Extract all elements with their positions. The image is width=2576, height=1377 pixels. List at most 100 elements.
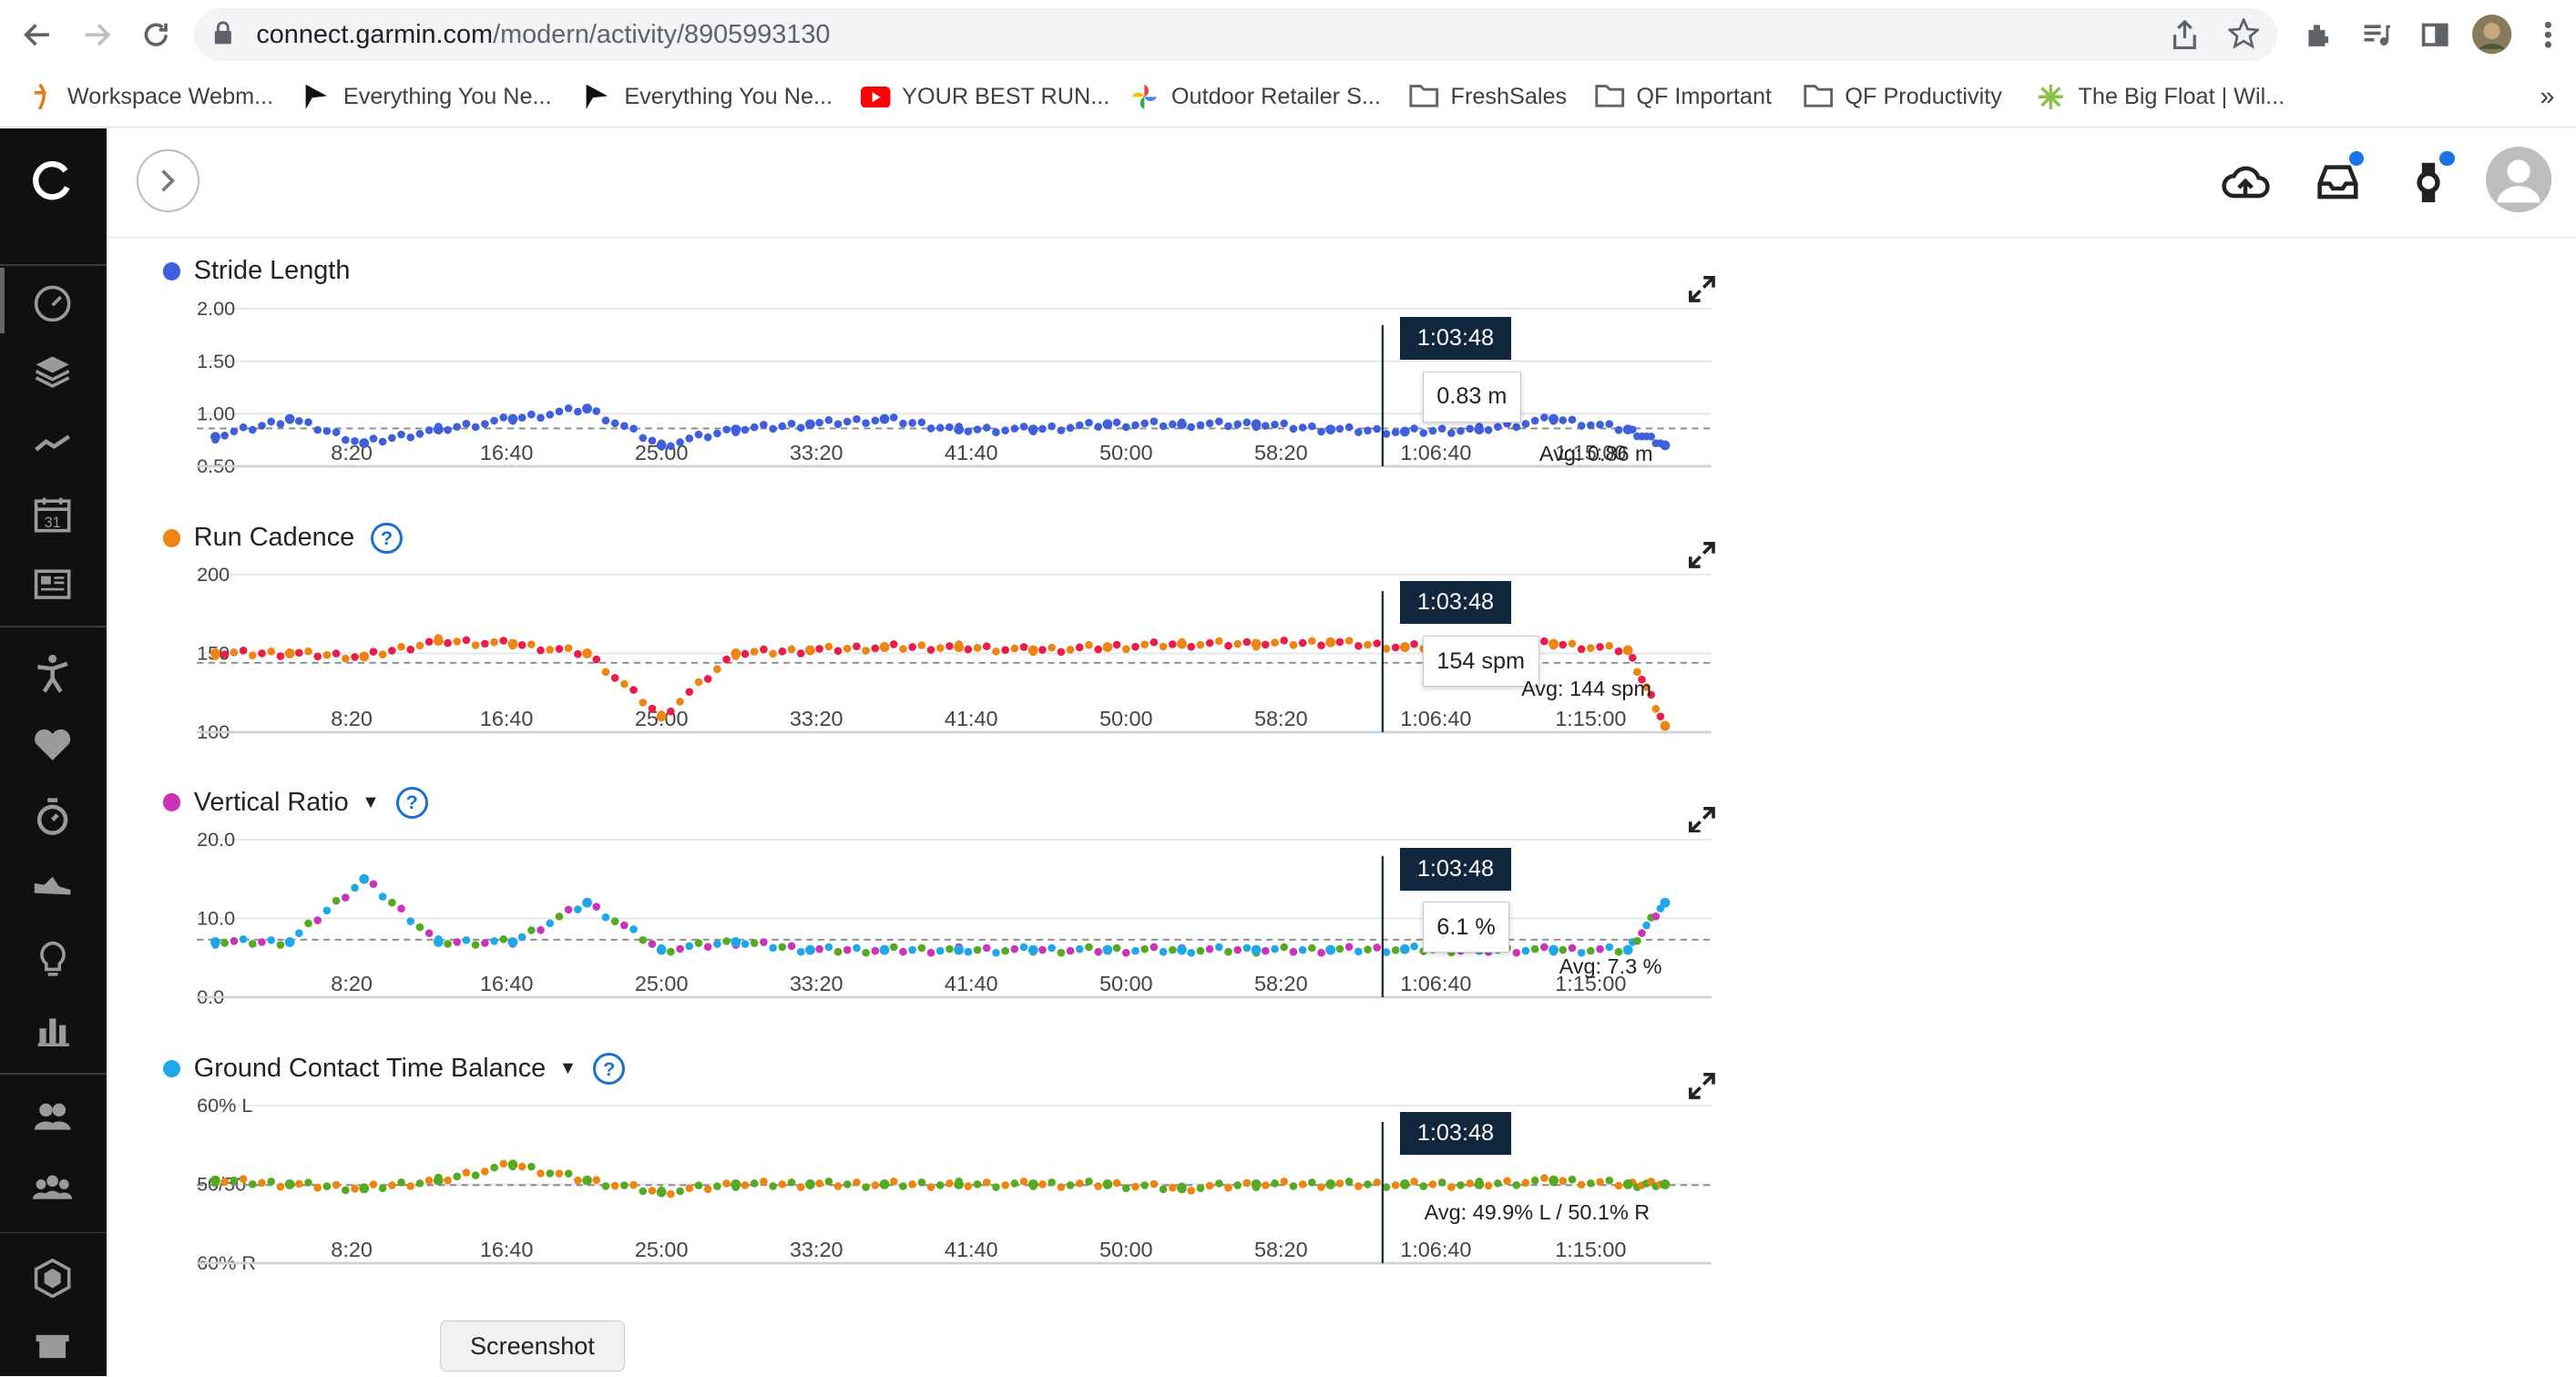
inbox-icon[interactable] <box>2310 150 2366 210</box>
trace-point <box>425 638 434 647</box>
series-dot-icon <box>162 529 181 547</box>
watch-icon[interactable] <box>2400 150 2456 210</box>
trace-point <box>1233 420 1242 429</box>
star-icon[interactable] <box>2225 16 2261 56</box>
dropdown-caret-icon[interactable]: ▼ <box>362 791 380 812</box>
trace-point <box>992 948 1001 957</box>
bookmark-item[interactable]: Outdoor Retailer S... <box>1130 79 1381 116</box>
trace-point <box>1233 945 1242 954</box>
more-bookmarks-button[interactable]: » <box>2540 81 2555 111</box>
stopwatch-icon[interactable] <box>28 791 77 841</box>
garmin-logo-icon[interactable] <box>28 156 77 205</box>
expand-icon[interactable] <box>1689 275 1715 302</box>
trace-point <box>276 940 285 949</box>
trace-point <box>1224 422 1233 431</box>
screenshot-button[interactable]: Screenshot <box>440 1321 625 1372</box>
bookmark-item[interactable]: The Big Float | Wil... <box>2037 79 2285 116</box>
group-icon[interactable] <box>28 1092 77 1141</box>
bookmarks-bar: Workspace Webm... Everything You Ne... E… <box>0 68 2576 128</box>
trace-point <box>276 652 285 661</box>
shoe-icon[interactable] <box>28 862 77 912</box>
trace-point <box>1262 1181 1270 1189</box>
layers-icon[interactable] <box>28 347 77 396</box>
trace-point <box>797 649 805 658</box>
trace-point <box>546 411 555 419</box>
trace-point <box>704 1185 712 1194</box>
dashboard-icon[interactable] <box>28 278 77 327</box>
trace-point <box>908 643 917 652</box>
side-panel-icon[interactable] <box>2413 13 2456 56</box>
help-icon[interactable]: ? <box>395 786 428 819</box>
data-point <box>879 944 890 955</box>
trace-point <box>1521 946 1530 955</box>
data-point <box>359 873 370 884</box>
trace-point <box>1038 945 1048 954</box>
trace-point <box>462 636 471 645</box>
data-point <box>805 645 816 656</box>
community-icon[interactable] <box>28 1163 77 1212</box>
heart-icon[interactable] <box>28 719 77 769</box>
trace-point <box>1335 638 1344 647</box>
trace-point <box>1364 1180 1373 1188</box>
trace-point <box>537 413 546 423</box>
trace-point <box>834 420 843 429</box>
trace-point <box>240 1175 248 1183</box>
data-point <box>1028 424 1038 435</box>
expand-icon[interactable] <box>1689 806 1715 833</box>
bookmark-folder[interactable]: QF Important <box>1595 79 1772 116</box>
expand-sidebar-button[interactable] <box>136 149 199 213</box>
trace-point <box>1503 1177 1512 1185</box>
bookmark-item[interactable]: YOUR BEST RUN... <box>861 79 1109 116</box>
activity-run-icon[interactable] <box>28 648 77 698</box>
x-tick-label: 16:40 <box>480 1238 534 1261</box>
back-icon[interactable] <box>16 13 59 56</box>
media-icon[interactable] <box>2355 13 2397 56</box>
share-icon[interactable] <box>2172 19 2198 56</box>
reload-icon[interactable] <box>135 13 178 56</box>
ground-contact-time-balance-chart[interactable]: 60% L50/5060% R8:2016:4025:0033:2041:405… <box>156 1079 1724 1276</box>
run-cadence-chart[interactable]: 2001501008:2016:4025:0033:2041:4050:0058… <box>156 548 1724 745</box>
trace-point <box>1048 944 1057 953</box>
trace-point <box>620 680 629 688</box>
expand-icon[interactable] <box>1689 1072 1715 1099</box>
trace-point <box>342 892 350 902</box>
trace-point <box>388 898 396 907</box>
trace-point <box>304 648 313 656</box>
user-avatar[interactable] <box>2485 146 2551 212</box>
data-point <box>210 432 221 443</box>
expand-icon[interactable] <box>1689 542 1715 568</box>
bookmark-item[interactable]: Workspace Webm... <box>26 79 273 116</box>
trace-point <box>1150 1179 1159 1188</box>
forward-icon[interactable] <box>76 13 118 56</box>
trend-icon[interactable] <box>28 419 77 468</box>
pinwheel-icon <box>1130 83 1159 111</box>
cursor-value-tooltip: 6.1 % <box>1422 902 1510 954</box>
x-tick-label: 50:00 <box>1099 972 1153 995</box>
trace-point <box>1010 424 1019 434</box>
lightbulb-icon[interactable] <box>28 934 77 984</box>
trace-point <box>1150 417 1159 426</box>
bookmark-item[interactable]: Everything You Ne... <box>302 79 552 116</box>
address-bar[interactable]: connect.garmin.com/modern/activity/89059… <box>193 8 2277 61</box>
news-icon[interactable] <box>28 560 77 609</box>
trace-point <box>1131 421 1140 430</box>
calendar-icon[interactable]: 31 <box>28 489 77 538</box>
dropdown-caret-icon[interactable]: ▼ <box>558 1058 578 1078</box>
bookmark-folder[interactable]: FreshSales <box>1409 79 1567 116</box>
upload-cloud-icon[interactable] <box>2218 155 2274 210</box>
bar-chart-icon[interactable] <box>28 1005 77 1055</box>
extensions-icon[interactable] <box>2296 13 2339 56</box>
data-point <box>507 413 518 424</box>
cursor-time-label: 1:03:48 <box>1399 1112 1512 1155</box>
profile-avatar[interactable] <box>2471 13 2514 56</box>
data-point <box>731 424 741 435</box>
data-point <box>1177 639 1188 649</box>
help-icon[interactable]: ? <box>593 1053 626 1085</box>
help-icon[interactable]: ? <box>371 522 404 555</box>
hexagon-icon[interactable] <box>28 1253 77 1302</box>
bookmark-item[interactable]: Everything You Ne... <box>583 79 833 116</box>
gift-icon[interactable] <box>28 1317 77 1366</box>
browser-menu-icon[interactable] <box>2527 13 2570 56</box>
trace-point <box>453 937 462 946</box>
bookmark-folder[interactable]: QF Productivity <box>1804 79 2002 116</box>
